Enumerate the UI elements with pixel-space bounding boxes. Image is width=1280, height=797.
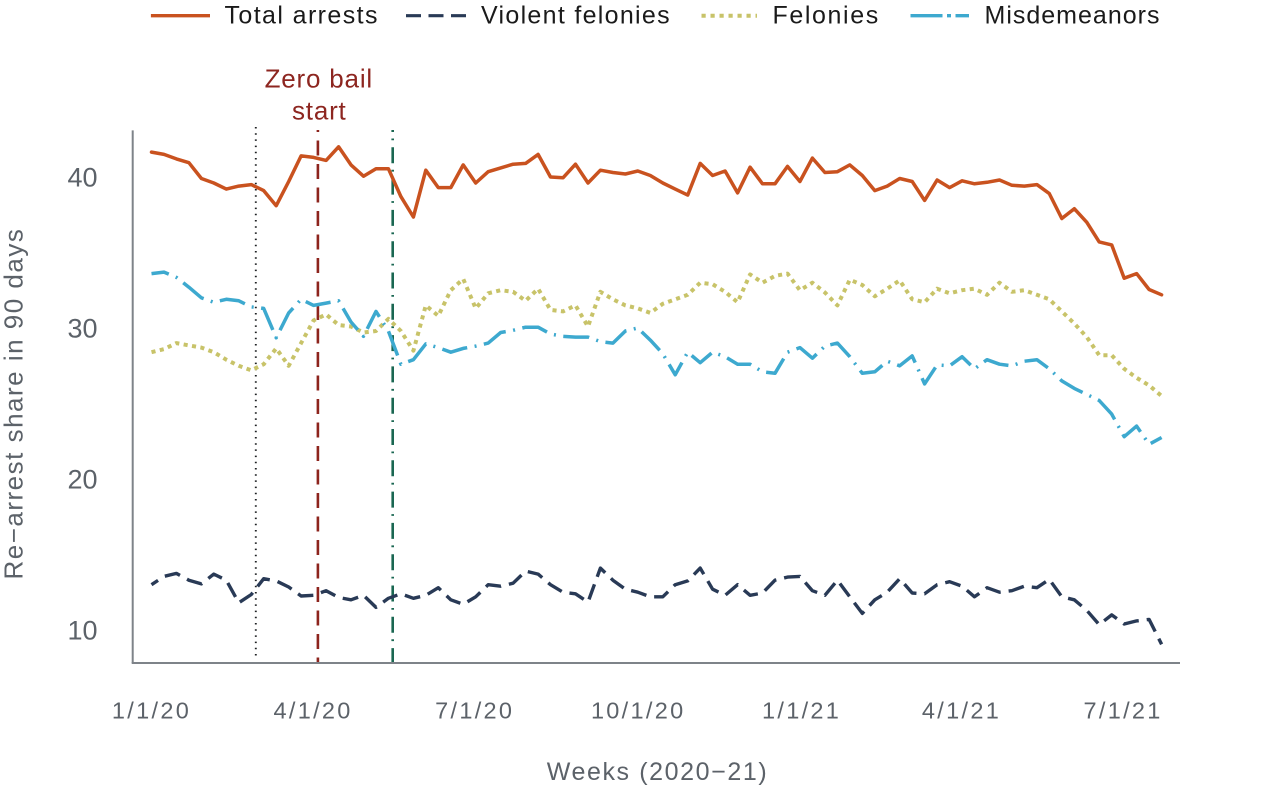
svg-text:30: 30 <box>67 314 97 344</box>
svg-text:Felonies: Felonies <box>773 2 880 30</box>
svg-text:40: 40 <box>67 163 97 193</box>
svg-text:1/1/20: 1/1/20 <box>112 698 191 724</box>
svg-text:1/1/21: 1/1/21 <box>762 698 841 724</box>
svg-text:start: start <box>292 95 347 125</box>
svg-text:7/1/21: 7/1/21 <box>1084 698 1163 724</box>
svg-text:10: 10 <box>67 616 97 646</box>
svg-text:Misdemeanors: Misdemeanors <box>985 2 1161 30</box>
svg-text:Zero bail: Zero bail <box>265 64 373 94</box>
svg-text:Violent felonies: Violent felonies <box>481 2 671 30</box>
svg-text:Weeks (2020−21): Weeks (2020−21) <box>547 758 769 786</box>
svg-text:4/1/20: 4/1/20 <box>274 698 353 724</box>
svg-text:Re−arrest share in 90 days: Re−arrest share in 90 days <box>0 228 29 580</box>
svg-text:10/1/20: 10/1/20 <box>591 698 686 724</box>
svg-text:20: 20 <box>67 465 97 495</box>
svg-text:7/1/20: 7/1/20 <box>435 698 514 724</box>
svg-text:Total arrests: Total arrests <box>225 2 379 30</box>
svg-text:4/1/21: 4/1/21 <box>922 698 1001 724</box>
